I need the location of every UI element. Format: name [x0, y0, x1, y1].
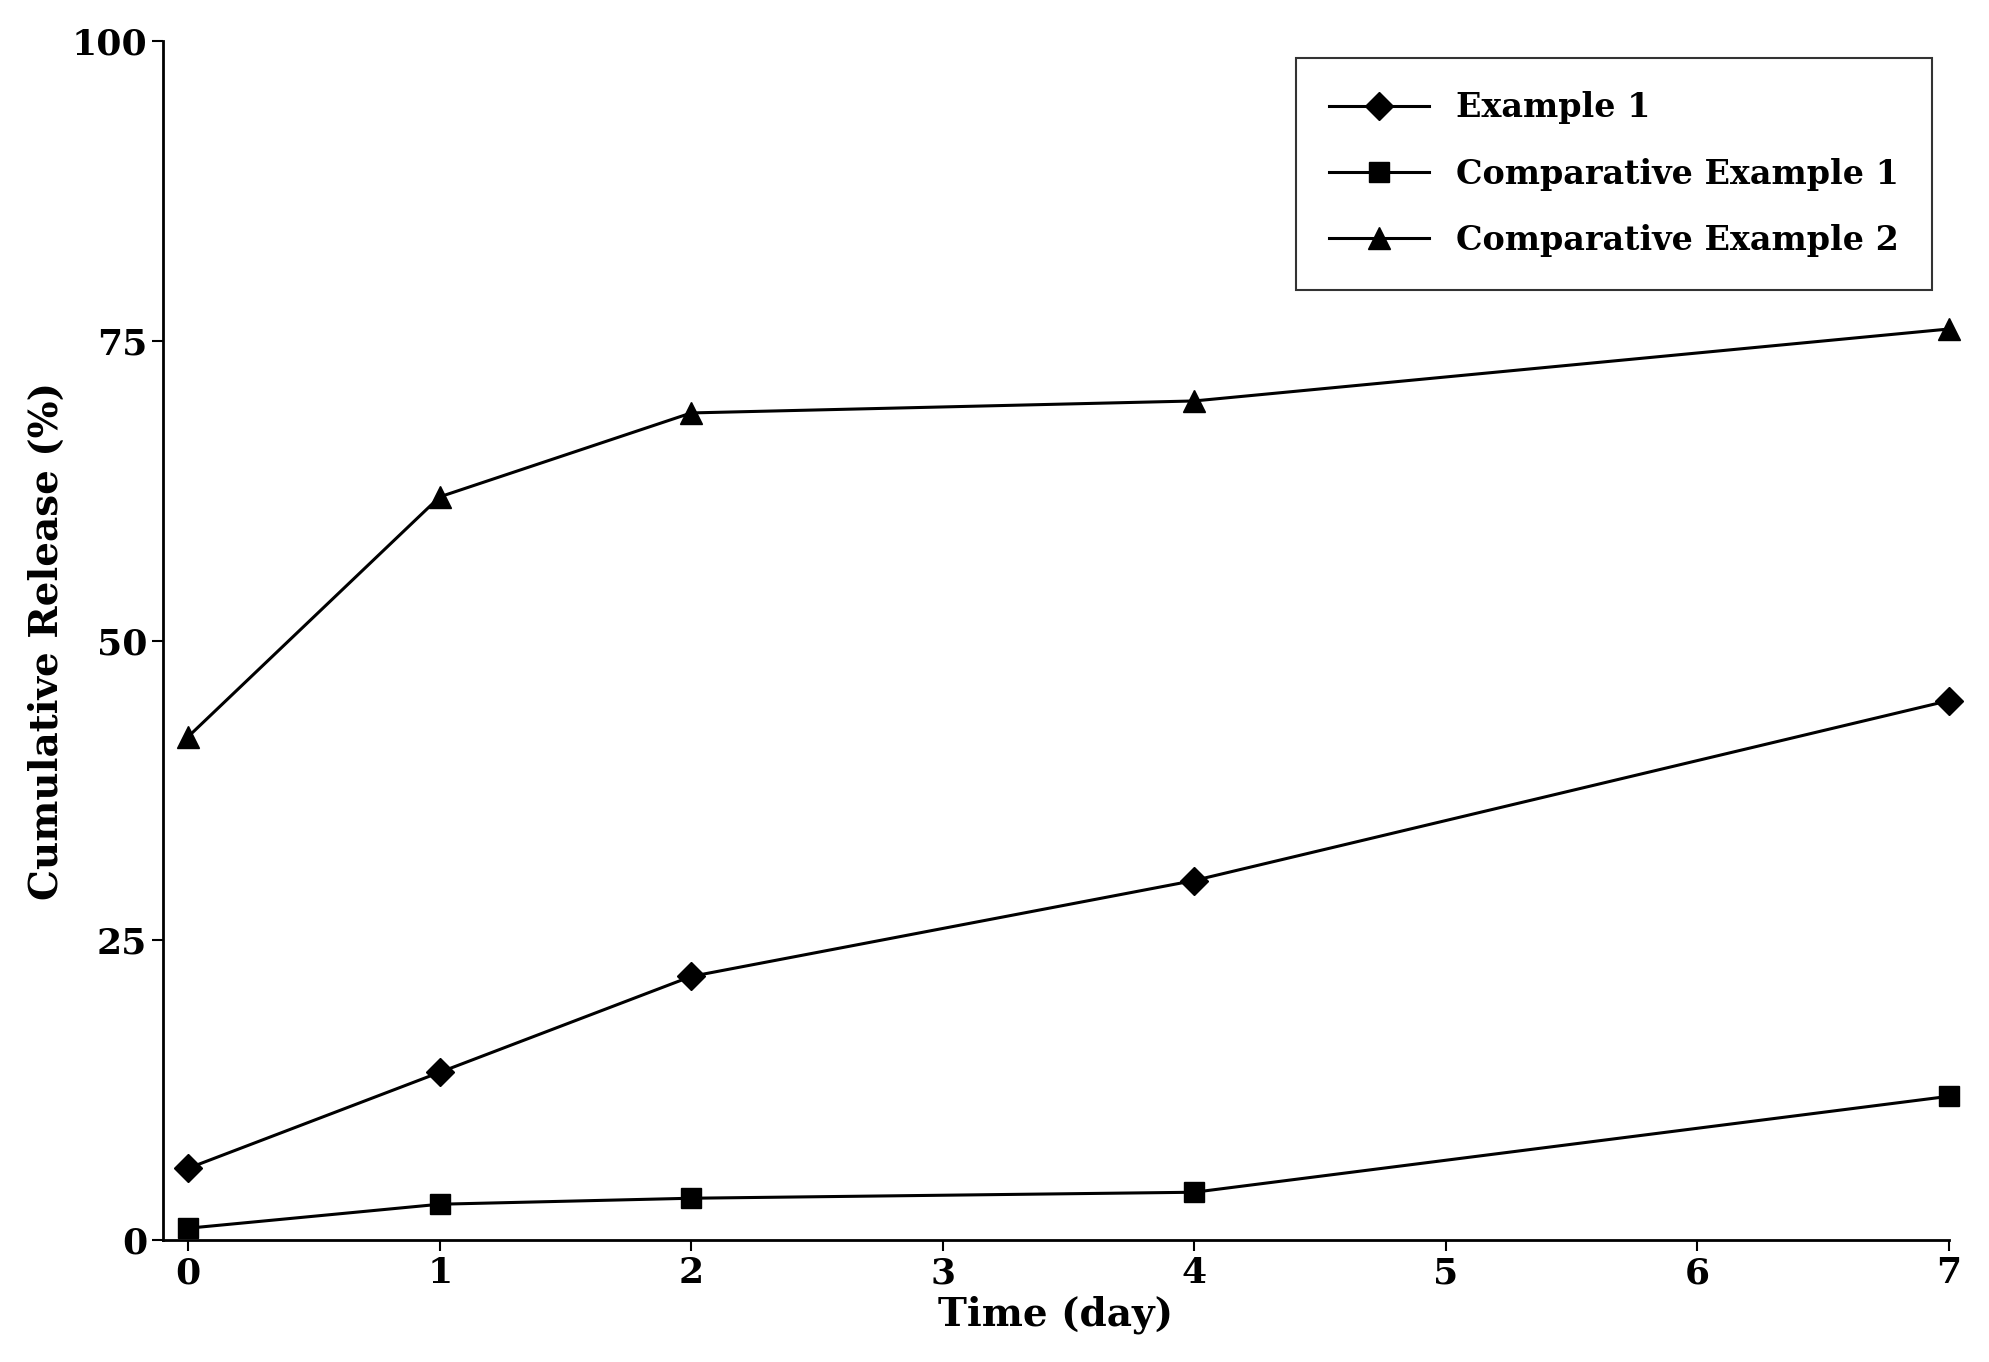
- Example 1: [428, 1064, 452, 1080]
- Line: Comparative Example 2: Comparative Example 2: [177, 317, 1959, 748]
- Comparative Example 2: [428, 489, 452, 505]
- Comparative Example 2: [1937, 321, 1961, 338]
- Comparative Example 2: [680, 405, 704, 421]
- Comparative Example 1: [1181, 1184, 1205, 1200]
- Example 1: [177, 1160, 201, 1177]
- Line: Comparative Example 1: Comparative Example 1: [179, 1087, 1959, 1238]
- Legend: Example 1, Comparative Example 1, Comparative Example 2: Example 1, Comparative Example 1, Compar…: [1295, 59, 1931, 290]
- Y-axis label: Cumulative Release (%): Cumulative Release (%): [28, 381, 66, 900]
- Comparative Example 2: [177, 729, 201, 745]
- Comparative Example 1: [1937, 1088, 1961, 1105]
- Comparative Example 1: [680, 1190, 704, 1207]
- Comparative Example 2: [1181, 392, 1205, 409]
- Example 1: [1937, 692, 1961, 708]
- Line: Example 1: Example 1: [179, 691, 1959, 1178]
- Comparative Example 1: [177, 1220, 201, 1237]
- Comparative Example 1: [428, 1196, 452, 1212]
- Example 1: [1181, 872, 1205, 888]
- Example 1: [680, 968, 704, 985]
- X-axis label: Time (day): Time (day): [939, 1295, 1174, 1335]
